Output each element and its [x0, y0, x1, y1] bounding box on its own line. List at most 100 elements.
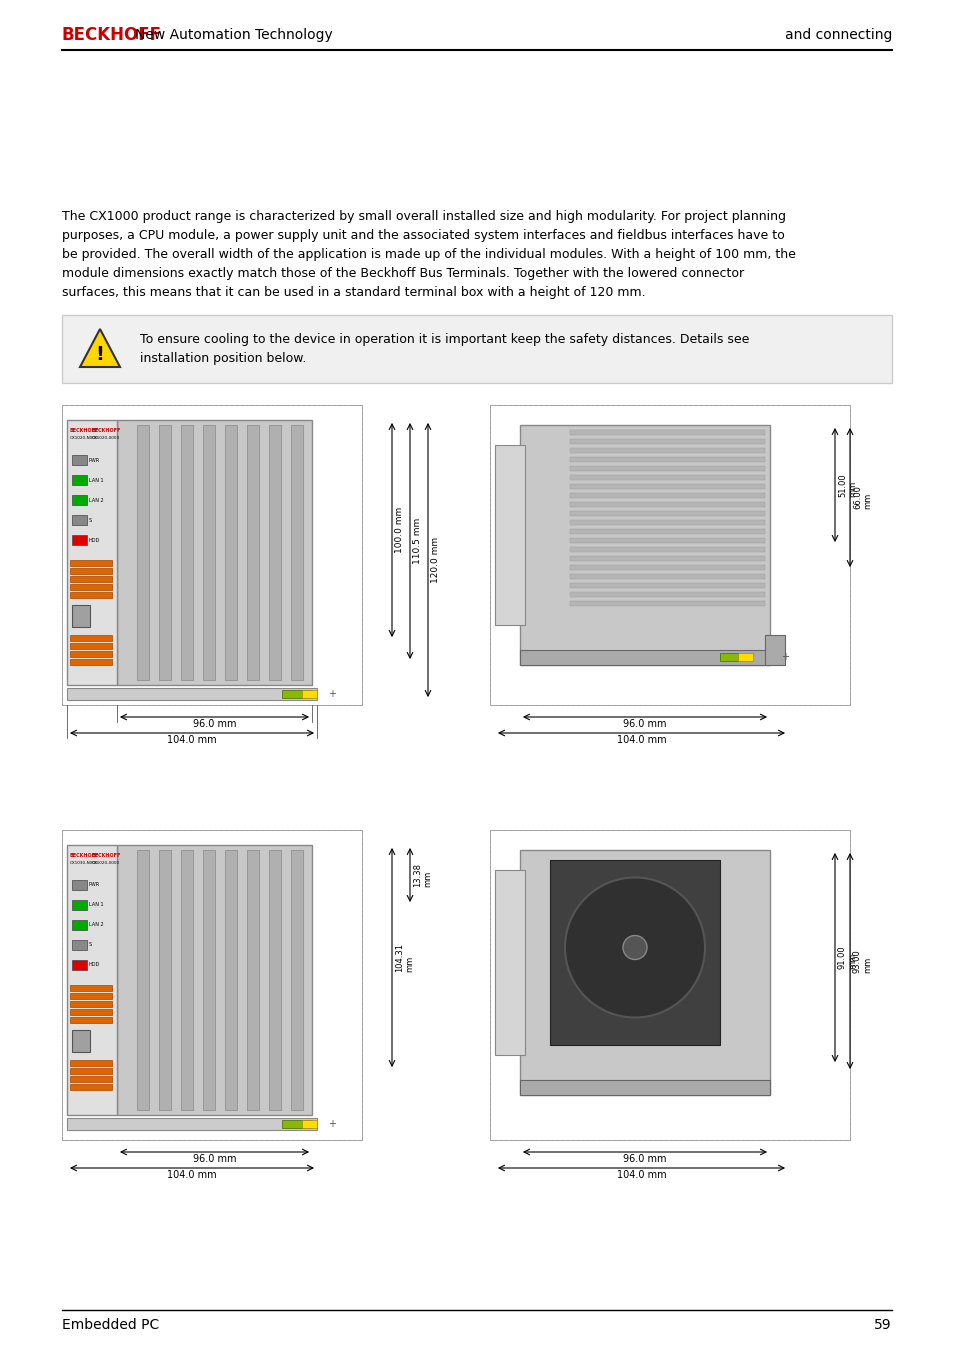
Bar	[70, 593, 112, 598]
Bar	[569, 520, 764, 525]
Bar	[70, 651, 112, 657]
Text: HDD: HDD	[89, 963, 100, 968]
Bar	[70, 585, 112, 590]
Bar	[490, 405, 849, 705]
Text: New Automation Technology: New Automation Technology	[135, 28, 333, 42]
Bar	[269, 425, 281, 680]
Bar	[71, 940, 87, 950]
Bar	[70, 659, 112, 666]
Bar	[67, 688, 316, 701]
Bar	[569, 593, 764, 597]
Bar	[282, 1120, 312, 1129]
Text: PWR: PWR	[89, 883, 100, 887]
Circle shape	[564, 878, 704, 1018]
Text: 104.0 mm: 104.0 mm	[616, 1170, 665, 1180]
Bar	[269, 850, 281, 1110]
Text: To ensure cooling to the device in operation it is important keep the safety dis: To ensure cooling to the device in opera…	[140, 333, 749, 346]
Text: LAN 2: LAN 2	[89, 922, 104, 927]
Bar	[490, 830, 849, 1139]
Bar	[569, 458, 764, 462]
Bar	[70, 1076, 112, 1081]
Bar	[495, 869, 524, 1054]
Bar	[550, 860, 720, 1045]
Text: 104.0 mm: 104.0 mm	[167, 734, 216, 745]
Text: BECKHOFF: BECKHOFF	[91, 428, 121, 433]
Bar	[569, 475, 764, 481]
Bar	[71, 455, 87, 464]
Bar	[569, 539, 764, 543]
Polygon shape	[80, 329, 120, 367]
Bar	[282, 690, 312, 698]
Bar	[62, 405, 361, 705]
Bar	[71, 605, 90, 626]
Bar	[71, 475, 87, 485]
Bar	[70, 576, 112, 582]
Bar	[181, 850, 193, 1110]
Bar	[117, 845, 312, 1115]
Text: surfaces, this means that it can be used in a standard terminal box with a heigh: surfaces, this means that it can be used…	[62, 286, 645, 298]
Bar	[764, 634, 784, 666]
Text: 59: 59	[874, 1318, 891, 1332]
Bar	[71, 1030, 90, 1052]
Bar	[569, 583, 764, 589]
Bar	[70, 560, 112, 566]
Bar	[291, 850, 303, 1110]
Text: CX1020-N000: CX1020-N000	[70, 436, 98, 440]
Text: BECKHOFF: BECKHOFF	[62, 26, 162, 45]
Text: +: +	[328, 688, 335, 699]
Bar	[62, 405, 361, 705]
Bar	[203, 850, 214, 1110]
Bar	[302, 690, 316, 698]
Bar	[247, 850, 258, 1110]
Text: 93.00
mm: 93.00 mm	[852, 949, 871, 973]
Bar	[569, 448, 764, 454]
Circle shape	[778, 649, 791, 664]
Bar	[70, 986, 112, 991]
Text: BECKHOFF: BECKHOFF	[70, 853, 99, 859]
Text: The CX1000 product range is characterized by small overall installed size and hi: The CX1000 product range is characterize…	[62, 211, 785, 223]
Text: 100.0 mm: 100.0 mm	[395, 506, 403, 554]
Bar	[70, 634, 112, 641]
Bar	[519, 1080, 769, 1095]
Text: 96.0 mm: 96.0 mm	[193, 720, 236, 729]
Bar	[181, 425, 193, 680]
Circle shape	[326, 1118, 337, 1130]
Circle shape	[326, 688, 337, 701]
Bar	[159, 850, 171, 1110]
Bar	[569, 529, 764, 535]
Bar	[62, 315, 891, 383]
Circle shape	[542, 1081, 557, 1095]
Bar	[117, 420, 312, 684]
Text: and connecting: and connecting	[783, 28, 891, 42]
Text: BECKHOFF: BECKHOFF	[70, 428, 99, 433]
Text: HDD: HDD	[89, 537, 100, 543]
Text: 51.00
mm: 51.00 mm	[837, 474, 857, 497]
Text: !: !	[95, 344, 104, 363]
Bar	[137, 425, 149, 680]
Bar	[495, 446, 524, 625]
Text: 13.38
mm: 13.38 mm	[413, 863, 432, 887]
Bar	[490, 405, 849, 705]
Bar	[70, 1084, 112, 1089]
Text: PWR: PWR	[89, 458, 100, 463]
Bar	[71, 960, 87, 971]
Bar	[70, 1060, 112, 1066]
Bar	[159, 425, 171, 680]
Bar	[70, 568, 112, 574]
Text: +: +	[781, 652, 788, 662]
Bar	[71, 900, 87, 910]
Bar	[67, 1118, 316, 1130]
Bar	[569, 574, 764, 579]
Bar	[67, 845, 117, 1115]
Text: S: S	[89, 942, 92, 948]
Circle shape	[587, 1081, 601, 1095]
Text: +: +	[328, 1119, 335, 1129]
Bar	[569, 512, 764, 516]
Bar	[67, 420, 117, 684]
Text: 96.0 mm: 96.0 mm	[622, 720, 666, 729]
Bar	[720, 653, 740, 662]
Bar	[569, 439, 764, 444]
Text: CX1030-N000: CX1030-N000	[70, 861, 98, 865]
Bar	[247, 425, 258, 680]
Text: installation position below.: installation position below.	[140, 352, 306, 365]
